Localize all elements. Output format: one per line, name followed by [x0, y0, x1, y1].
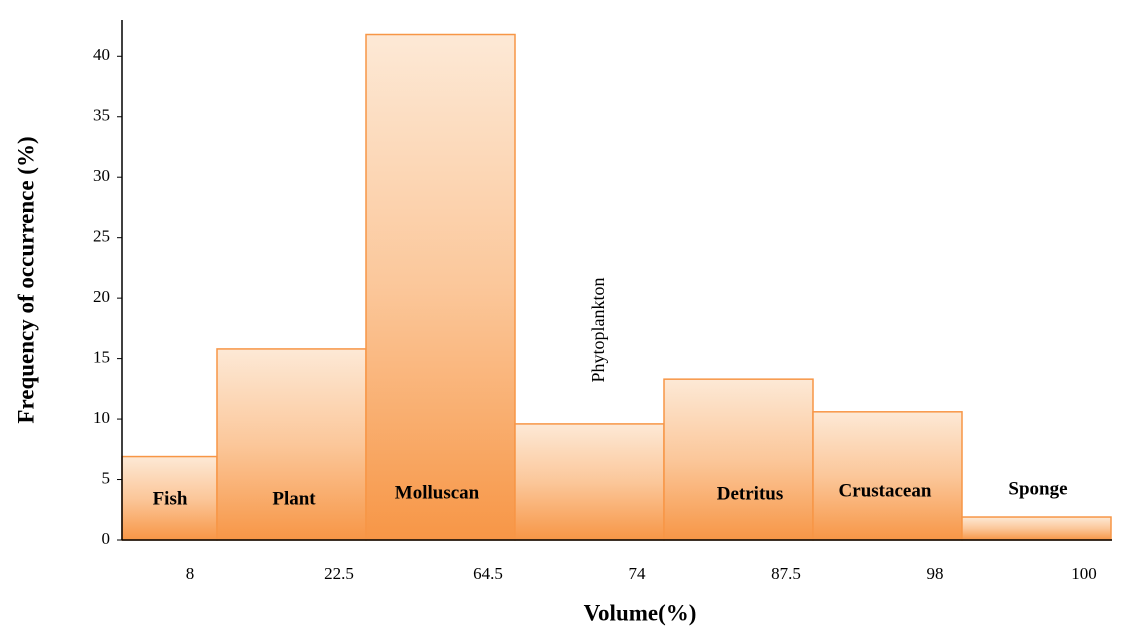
bar	[514, 423, 665, 541]
y-tick-label: 25	[93, 227, 110, 246]
bar	[121, 455, 218, 541]
y-tick-label: 35	[93, 106, 110, 125]
y-tick-label: 40	[93, 45, 110, 64]
y-tick-label: 10	[93, 408, 110, 427]
bar-label: Plant	[272, 488, 316, 509]
x-tick-label: 74	[629, 564, 647, 583]
y-tick-label: 5	[102, 468, 111, 487]
y-tick-label: 20	[93, 287, 110, 306]
bar	[812, 411, 963, 541]
bar	[961, 516, 1112, 541]
bar-label: Sponge	[1008, 478, 1067, 499]
bar-label: Crustacean	[839, 480, 932, 501]
x-tick-label: 98	[927, 564, 944, 583]
x-tick-label: 22.5	[324, 564, 354, 583]
bar-label: Fish	[153, 488, 188, 509]
x-tick-label: 87.5	[771, 564, 801, 583]
x-axis-label: Volume(%)	[584, 600, 697, 625]
x-tick-label: 64.5	[473, 564, 503, 583]
bar-label: Detritus	[717, 483, 783, 504]
y-axis-label: Frequency of occurrence (%)	[13, 136, 38, 423]
x-tick-label: 100	[1071, 564, 1097, 583]
y-tick-label: 30	[93, 166, 110, 185]
y-tick-label: 15	[93, 348, 110, 367]
bar	[663, 378, 814, 541]
y-tick-label: 0	[102, 529, 111, 548]
x-tick-label: 8	[186, 564, 195, 583]
bar	[365, 33, 516, 541]
bar-label: Phytoplankton	[588, 277, 608, 382]
bar-label: Molluscan	[395, 482, 480, 503]
bar	[216, 348, 367, 541]
